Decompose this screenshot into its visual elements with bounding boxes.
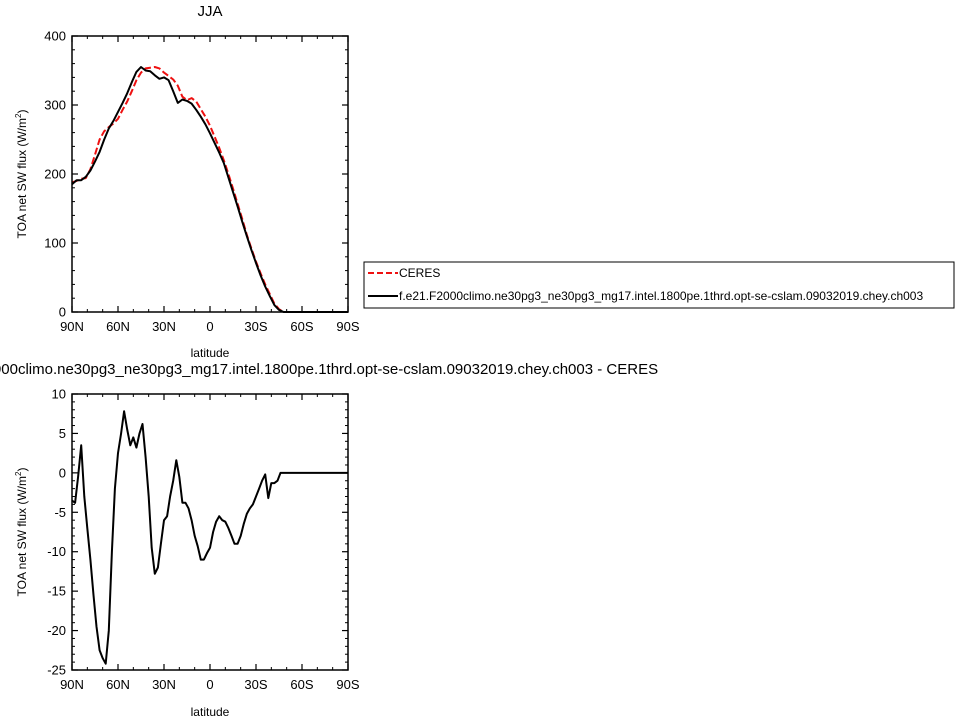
bottom-xtick-label: 60S [290,677,313,692]
bottom-ytick-label: 0 [59,465,66,480]
bottom-panel-ylabel-tail: ) [15,468,29,472]
top-panel-ticks: 90N 60N 30N 0 30S 60S 90S 0 100 200 300 400 [44,29,360,335]
top-series-line-0 [71,66,348,313]
bottom-xtick-label: 90N [60,677,84,692]
top-panel-ylabel-base: TOA net SW flux (W/m [15,118,29,238]
top-ytick-label: 300 [44,98,66,113]
bottom-series-line-0 [71,410,348,665]
legend-box [363,261,955,309]
bottom-xtick-label: 90S [336,677,359,692]
top-panel-ylabel-tail: ) [15,110,29,114]
top-xtick-label: 90N [60,319,84,334]
legend: CERES f.e21.F2000climo.ne30pg3_ne30pg3_m… [363,261,955,309]
top-ytick-label: 100 [44,236,66,251]
top-xtick-label: 60S [290,319,313,334]
bottom-panel: f.e21.F2000climo.ne30pg3_ne30pg3_mg17.in… [0,361,658,719]
bottom-panel-ylabel-superscript: 2 [14,471,23,476]
top-xtick-label: 60N [106,319,130,334]
bottom-ytick-label: 5 [59,426,66,441]
bottom-ytick-label: -10 [47,544,66,559]
top-panel-ylabel-superscript: 2 [14,113,23,118]
bottom-xtick-label: 30N [152,677,176,692]
top-series-line-1 [71,66,348,313]
top-ytick-label: 0 [59,305,66,320]
top-xtick-label: 30N [152,319,176,334]
top-panel-series [71,66,348,313]
bottom-panel-frame [71,393,349,671]
legend-label-model: f.e21.F2000climo.ne30pg3_ne30pg3_mg17.in… [399,289,923,303]
top-xtick-label: 90S [336,319,359,334]
top-ytick-label: 200 [44,167,66,182]
top-panel-ylabel: TOA net SW flux (W/m2) [14,110,29,239]
bottom-ytick-label: -5 [54,505,66,520]
top-panel-frame [71,35,349,313]
top-ytick-label: 400 [44,29,66,44]
top-panel-title: JJA [197,3,222,20]
bottom-ytick-label: 10 [52,387,66,402]
bottom-ytick-label: -20 [47,623,66,638]
bottom-xtick-label: 60N [106,677,130,692]
bottom-panel-ylabel-base: TOA net SW flux (W/m [15,476,29,596]
bottom-ytick-label: -25 [47,663,66,678]
top-xtick-label: 30S [244,319,267,334]
bottom-panel-series [71,410,348,665]
bottom-xtick-label: 0 [206,677,213,692]
bottom-panel-xlabel: latitude [191,705,230,719]
top-panel-xlabel: latitude [191,346,230,360]
legend-label-ceres: CERES [399,266,440,280]
bottom-ytick-label: -15 [47,584,66,599]
top-xtick-label: 0 [206,319,213,334]
bottom-panel-ticks: 90N 60N 30N 0 30S 60S 90S -25 -20 -15 -10 -5 0 5 10 [47,387,360,693]
bottom-panel-title: f.e21.F2000climo.ne30pg3_ne30pg3_mg17.in… [0,361,658,378]
top-panel: JJA 90N 60N 30N 0 30S 60S 90S 0 100 200 300 400 lat… [14,3,360,360]
bottom-panel-ylabel: TOA net SW flux (W/m2) [14,468,29,597]
bottom-xtick-label: 30S [244,677,267,692]
